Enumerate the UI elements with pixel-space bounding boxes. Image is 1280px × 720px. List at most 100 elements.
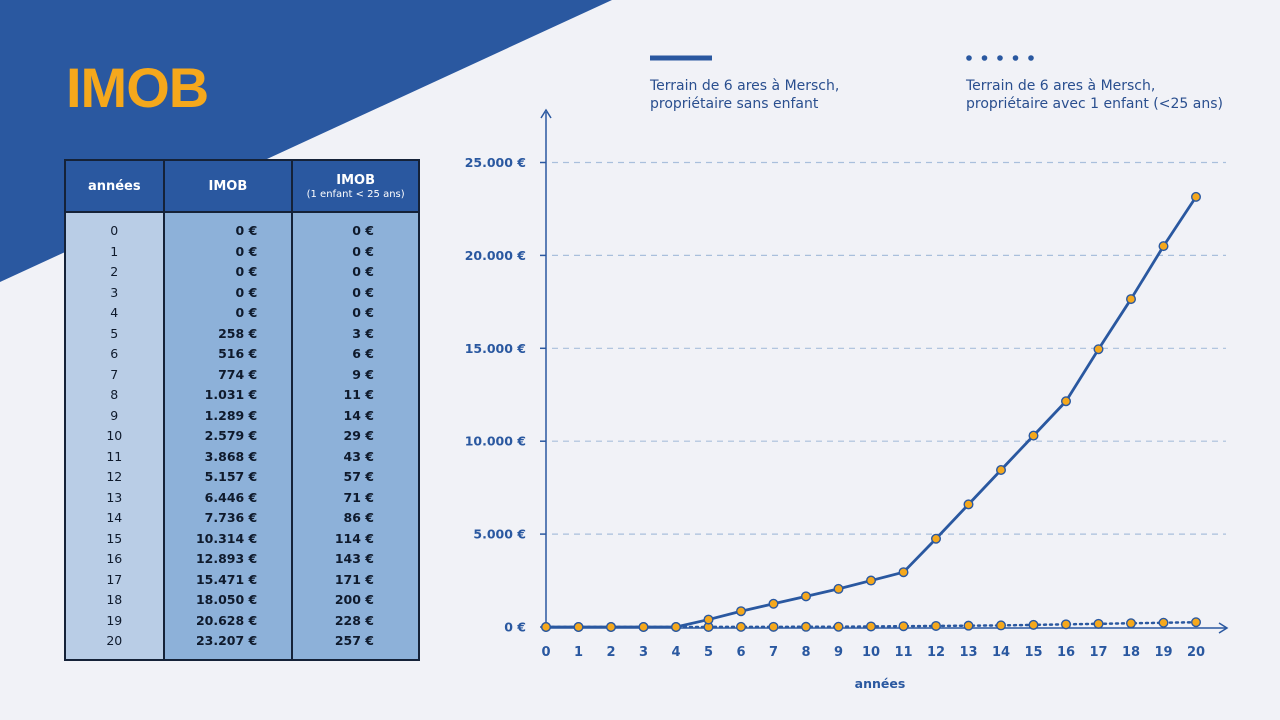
table-row: 20 23.207 €257 € — [64, 631, 420, 652]
data-point-solid — [1028, 430, 1039, 441]
spacer-cell — [291, 212, 420, 221]
legend-swatch-dot — [997, 55, 1003, 61]
data-point-solid — [963, 499, 974, 510]
cell-imob-child: 0 € — [291, 241, 420, 262]
cell-imob-child: 11 € — [291, 385, 420, 406]
table-row: 18 18.050 €200 € — [64, 590, 420, 611]
cell-imob-child: 14 € — [291, 405, 420, 426]
cell-imob-child: 114 € — [291, 528, 420, 549]
cell-imob-child: 29 € — [291, 426, 420, 447]
legend-dotted-line2: propriétaire avec 1 enfant (<25 ans) — [966, 96, 1223, 112]
data-point-solid — [703, 614, 714, 625]
data-point-solid — [866, 575, 877, 586]
y-tick-label: 25.000 € — [465, 155, 526, 170]
x-tick-label: 14 — [992, 645, 1010, 660]
table-row: 11 3.868 €43 € — [64, 446, 420, 467]
cell-year: 13 — [64, 487, 165, 508]
legend-swatch-dot — [981, 55, 988, 61]
cell-imob: 3.868 € — [162, 446, 294, 467]
cell-imob: 23.207 € — [162, 631, 294, 652]
data-point-solid — [736, 606, 747, 617]
table-row: 12 5.157 €57 € — [64, 467, 420, 488]
data-point-solid — [541, 622, 552, 633]
x-tick-label: 0 — [541, 645, 550, 660]
table-row: 9 1.289 €14 € — [64, 405, 420, 426]
legend-swatch-dot — [966, 55, 972, 61]
x-tick-label: 8 — [801, 645, 810, 660]
cell-year: 8 — [64, 385, 165, 406]
data-point-dotted — [1190, 617, 1201, 628]
table-row: 19 20.628 €228 € — [64, 610, 420, 631]
data-point-solid — [996, 464, 1007, 475]
x-tick-label: 17 — [1089, 645, 1107, 660]
cell-imob: 258 € — [162, 323, 294, 344]
header-imob-child: IMOB (1 enfant < 25 ans) — [291, 159, 420, 213]
cell-year: 17 — [64, 569, 165, 590]
x-tick-label: 7 — [769, 645, 778, 660]
header-years: années — [64, 159, 165, 213]
cell-imob: 5.157 € — [162, 467, 294, 488]
data-point-dotted — [963, 620, 974, 631]
cell-year: 6 — [64, 344, 165, 365]
cell-imob-child: 71 € — [291, 487, 420, 508]
cell-imob: 774 € — [162, 364, 294, 385]
x-tick-label: 12 — [927, 645, 945, 660]
x-tick-label: 11 — [894, 645, 912, 660]
page-title: IMOB — [66, 56, 209, 119]
y-tick-label: 0 € — [504, 620, 526, 635]
data-point-solid — [573, 622, 584, 633]
x-tick-label: 9 — [834, 645, 843, 660]
x-tick-label: 13 — [959, 645, 977, 660]
cell-imob-child: 6 € — [291, 344, 420, 365]
y-axis-arrow — [540, 108, 552, 119]
cell-year: 19 — [64, 610, 165, 631]
cell-imob: 0 € — [162, 262, 294, 283]
x-tick-label: 1 — [574, 645, 583, 660]
cell-imob: 15.471 € — [162, 569, 294, 590]
cell-year: 3 — [64, 282, 165, 303]
cell-imob: 6.446 € — [162, 487, 294, 508]
data-point-dotted — [931, 620, 942, 631]
series-line-solid — [546, 196, 1198, 629]
data-point-solid — [606, 622, 617, 633]
table-row: 15 10.314 €114 € — [64, 528, 420, 549]
x-tick-label: 4 — [671, 645, 680, 660]
table-row: 13 6.446 €71 € — [64, 487, 420, 508]
legend-swatch-dot — [1012, 55, 1019, 61]
cell-imob: 18.050 € — [162, 590, 294, 611]
x-tick-label: 6 — [736, 645, 745, 660]
cell-imob: 0 € — [162, 282, 294, 303]
cell-imob-child: 86 € — [291, 508, 420, 529]
data-point-solid — [638, 622, 649, 633]
legend-solid-line2: propriétaire sans enfant — [650, 96, 819, 112]
cell-imob-child: 0 € — [291, 282, 420, 303]
cell-imob: 7.736 € — [162, 508, 294, 529]
cell-imob-child: 228 € — [291, 610, 420, 631]
x-tick-label: 18 — [1122, 645, 1140, 660]
x-tick-label: 3 — [639, 645, 648, 660]
x-tick-label: 16 — [1057, 645, 1075, 660]
spacer-cell — [162, 212, 294, 221]
y-tick-label: 20.000 € — [465, 248, 526, 263]
cell-imob: 10.314 € — [162, 528, 294, 549]
table-row: 10 2.579 €29 € — [64, 426, 420, 447]
table-row: 8 1.031 €11 € — [64, 385, 420, 406]
cell-year: 16 — [64, 549, 165, 570]
table-header-row: années IMOB IMOB (1 enfant < 25 ans) — [64, 159, 420, 213]
cell-imob-child: 143 € — [291, 549, 420, 570]
cell-year: 4 — [64, 303, 165, 324]
data-point-solid — [931, 533, 942, 544]
data-point-solid — [1125, 294, 1136, 305]
data-point-solid — [833, 583, 844, 594]
cell-imob: 12.893 € — [162, 549, 294, 570]
data-point-dotted — [801, 621, 812, 632]
data-point-solid — [1190, 191, 1201, 202]
header-imob: IMOB — [162, 159, 294, 213]
spacer-cell — [162, 651, 294, 660]
cell-imob: 1.031 € — [162, 385, 294, 406]
data-point-dotted — [768, 621, 779, 632]
